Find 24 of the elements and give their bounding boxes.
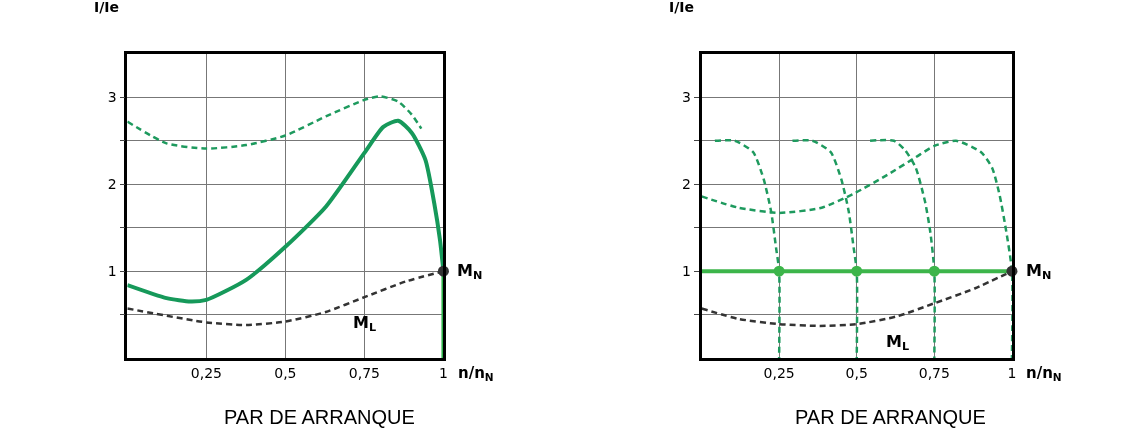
x-tick-label: 1 bbox=[1007, 364, 1017, 381]
y-tick-label: 2 bbox=[682, 176, 691, 193]
x-tick-label: 0,75 bbox=[918, 364, 950, 381]
series-label: M$_{L}$ bbox=[353, 313, 377, 335]
annotation: M$_{N}$ bbox=[1026, 261, 1052, 283]
y-axis-title: I/Ie bbox=[669, 0, 695, 15]
x-tick-label: 1 bbox=[438, 364, 448, 381]
x-axis-title: n/n$_{N}$ bbox=[1026, 364, 1062, 384]
y-tick-label: 3 bbox=[682, 89, 691, 106]
x-tick-label: 0,25 bbox=[190, 364, 222, 381]
y-tick-label: 1 bbox=[107, 263, 117, 280]
x-tick-label: 0,75 bbox=[348, 364, 380, 381]
annotation: M$_{N}$ bbox=[457, 261, 483, 283]
x-tick-label: 0,5 bbox=[845, 364, 868, 381]
x-tick-label: 0,25 bbox=[763, 364, 795, 381]
x-axis-title: n/n$_{N}$ bbox=[458, 364, 494, 384]
y-axis-title: I/Ie bbox=[94, 0, 120, 15]
text: PAR DE ARRANQUE bbox=[795, 406, 986, 428]
text: PAR DE ARRANQUE bbox=[224, 406, 415, 428]
series-label: M$_{L}$ bbox=[886, 332, 910, 354]
x-tick-label: 0,5 bbox=[274, 364, 297, 381]
y-tick-label: 2 bbox=[107, 176, 117, 193]
y-tick-label: 3 bbox=[107, 89, 117, 106]
y-tick-label: 1 bbox=[682, 263, 691, 280]
